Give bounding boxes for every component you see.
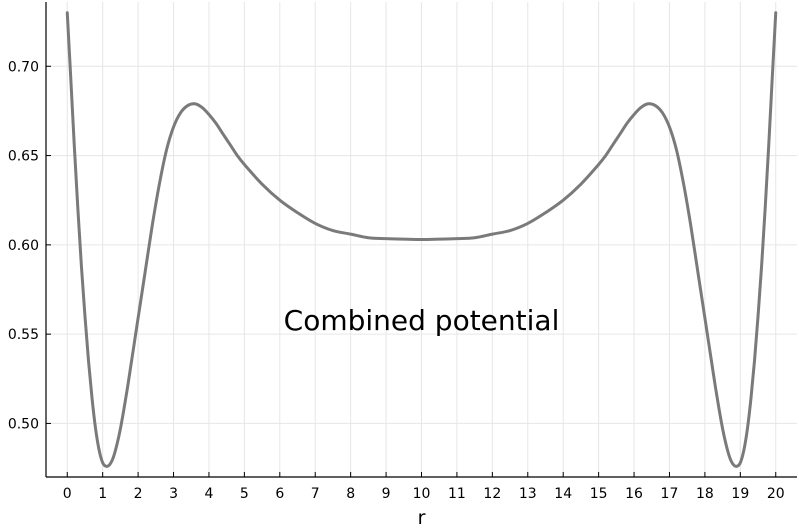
y-tick-label: 0.60: [8, 238, 39, 254]
x-tick-label: 18: [696, 486, 714, 502]
x-tick-label: 17: [661, 486, 679, 502]
x-tick-label: 6: [275, 486, 284, 502]
grid-layer: [46, 2, 797, 477]
x-tick-label: 9: [382, 486, 391, 502]
x-tick-label: 13: [519, 486, 537, 502]
x-tick-label: 19: [731, 486, 749, 502]
x-tick-label: 4: [204, 486, 213, 502]
x-tick-label: 12: [483, 486, 501, 502]
y-tick-label: 0.65: [8, 149, 39, 165]
x-tick-label: 1: [98, 486, 107, 502]
series-layer: [65, 11, 778, 468]
x-tick-label: 7: [311, 486, 320, 502]
x-tick-label: 2: [134, 486, 143, 502]
x-tick-label: 16: [625, 486, 643, 502]
annotation-text: Combined potential: [284, 304, 560, 337]
tick-layer: 0 1 2 3 4 5 6 7 8 9 10 11 12 13 14 15 16 17 18 19 200.500.55…: [8, 59, 785, 502]
y-tick-label: 0.50: [8, 416, 39, 432]
x-tick-label: 8: [346, 486, 355, 502]
x-tick-label: 20: [767, 486, 785, 502]
x-tick-label: 14: [554, 486, 572, 502]
x-tick-label: 5: [240, 486, 249, 502]
y-tick-label: 0.55: [8, 327, 39, 343]
x-tick-label: 15: [590, 486, 608, 502]
series-line-0: [65, 11, 778, 468]
x-tick-label: 10: [413, 486, 431, 502]
y-tick-label: 0.70: [8, 59, 39, 75]
x-tick-label: 3: [169, 486, 178, 502]
x-tick-label: 11: [448, 486, 466, 502]
x-axis-label: r: [418, 507, 426, 529]
x-tick-label: 0: [63, 486, 72, 502]
